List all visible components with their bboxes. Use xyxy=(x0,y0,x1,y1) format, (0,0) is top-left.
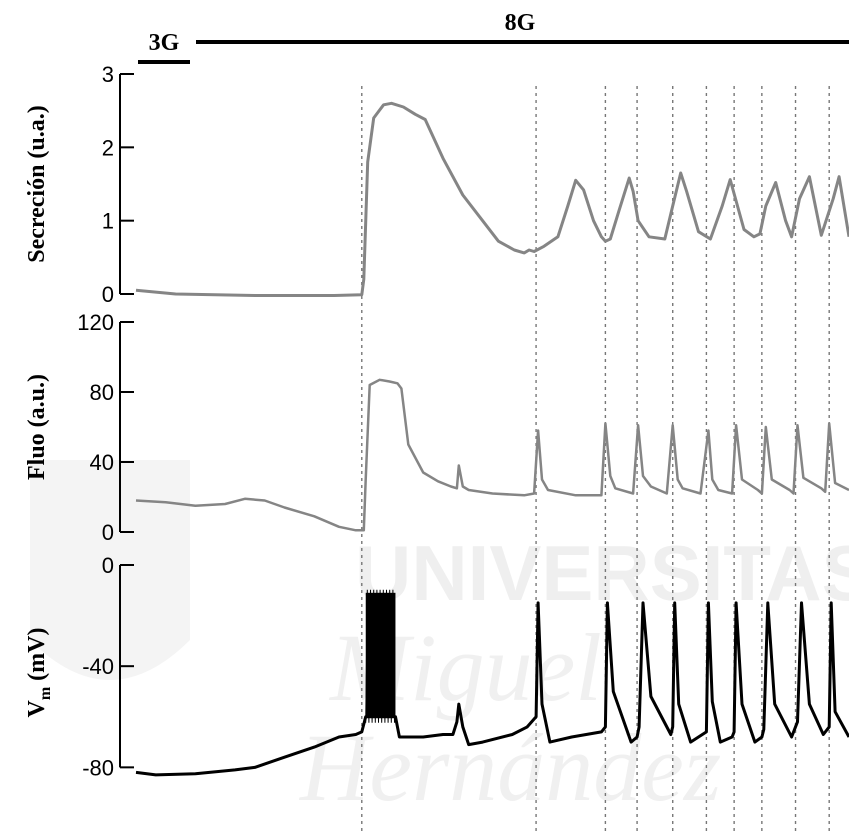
ylabel-vm-main: V xyxy=(24,699,50,717)
burst-spikes xyxy=(365,589,395,723)
y-tick-label: -40 xyxy=(82,654,114,679)
y-tick-label: 40 xyxy=(90,450,114,475)
ylabel-vm-unit: (mV) xyxy=(24,628,50,687)
watermark-logo-icon xyxy=(30,460,190,680)
condition-label-8g: 8G xyxy=(505,10,536,36)
y-ticks-vm: -80 -40 0 xyxy=(82,553,134,780)
y-axis-label-fluo: Fluo (a.u.) xyxy=(24,374,50,480)
y-axis-label-vm: Vm (mV) xyxy=(24,628,54,718)
y-tick-label: 0 xyxy=(102,553,114,578)
panel-secretion: 0 1 2 3 Secreción (u.a.) xyxy=(24,62,849,307)
burst-vm xyxy=(365,589,396,723)
trace-vm xyxy=(135,601,849,777)
condition-label-3g: 3G xyxy=(149,30,180,56)
trace-fluo xyxy=(135,378,849,532)
y-tick-label: 0 xyxy=(102,282,114,307)
y-ticks-fluo: 0 40 80 120 xyxy=(77,310,134,545)
y-tick-label: 120 xyxy=(77,310,114,335)
trace-secretion xyxy=(135,101,849,297)
watermark: UNIVERSITAS Miguel Hernández xyxy=(30,460,849,821)
y-tick-label: 80 xyxy=(90,380,114,405)
watermark-line3: Hernández xyxy=(298,714,721,821)
y-tick-label: 2 xyxy=(102,135,114,160)
y-tick-label: 1 xyxy=(102,209,114,234)
panel-fluo: 0 40 80 120 Fluo (a.u.) xyxy=(24,310,849,545)
y-ticks-secretion: 0 1 2 3 xyxy=(102,62,134,307)
y-tick-label: -80 xyxy=(82,755,114,780)
ylabel-vm-sub: m xyxy=(37,686,54,700)
y-axis-label-secretion: Secreción (u.a.) xyxy=(24,105,50,263)
y-tick-label: 3 xyxy=(102,62,114,87)
y-tick-label: 0 xyxy=(102,520,114,545)
panel-vm: -80 -40 0 Vm (mV) xyxy=(24,553,849,780)
condition-bars: 3G 8G xyxy=(138,10,849,64)
watermark-line1: UNIVERSITAS xyxy=(355,529,849,617)
